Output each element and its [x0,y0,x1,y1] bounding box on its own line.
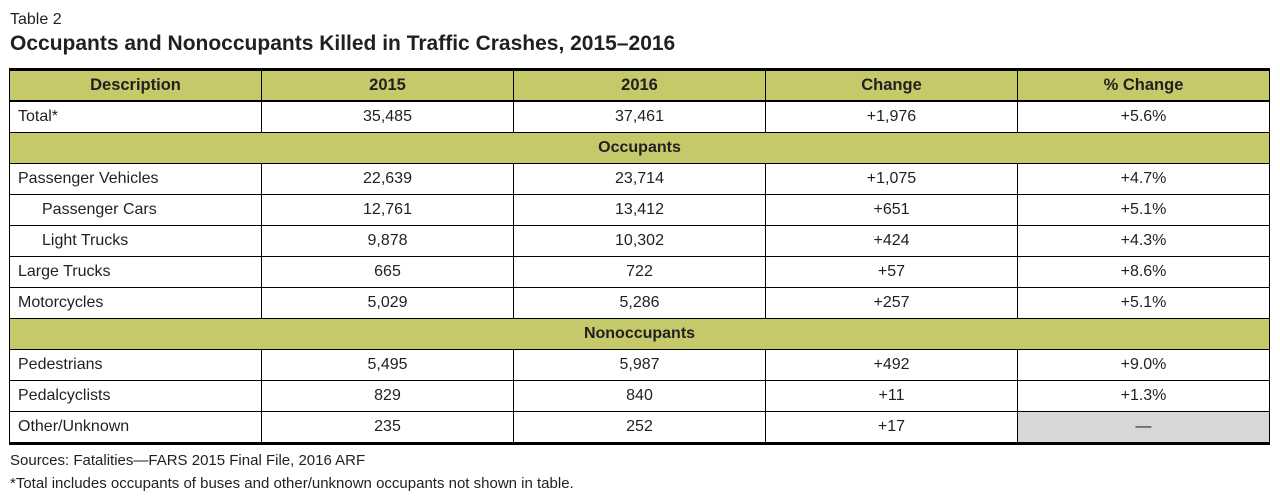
row-value: +1,976 [765,100,1018,133]
row-value: 35,485 [261,100,514,133]
table-row: Passenger Vehicles 22,639 23,714 +1,075 +4.7… [9,163,1270,195]
row-value: +11 [765,380,1018,412]
row-value: 12,761 [261,194,514,226]
column-header: % Change [1017,68,1270,102]
row-description: Passenger Cars [9,194,262,226]
sources-note: Sources: Fatalities—FARS 2015 Final File… [10,452,366,469]
table-row: Pedestrians 5,495 5,987 +492 +9.0% [9,349,1270,381]
row-value: +4.3% [1017,225,1270,257]
section-label: Occupants [9,132,1270,164]
row-value: 665 [261,256,514,288]
row-value: +9.0% [1017,349,1270,381]
row-description: Large Trucks [9,256,262,288]
row-value: 22,639 [261,163,514,195]
table-footnote: *Total includes occupants of buses and o… [10,475,574,492]
row-value: 10,302 [513,225,766,257]
row-value: 722 [513,256,766,288]
fatalities-table: Description 2015 2016 Change% Change Total*… [9,68,1270,445]
row-description: Pedalcyclists [9,380,262,412]
table-header: Description 2015 2016 Change% Change [9,68,1270,102]
row-value: +1,075 [765,163,1018,195]
row-value: +5.1% [1017,194,1270,226]
table-row: Large Trucks 665 722 +57 +8.6% [9,256,1270,288]
section-row: Nonoccupants [9,318,1270,350]
row-value: +651 [765,194,1018,226]
table-row: Total* 35,485 37,461 +1,976 +5.6% [9,100,1270,133]
section-row: Occupants [9,132,1270,164]
row-description: Other/Unknown [9,411,262,445]
row-value: +57 [765,256,1018,288]
row-value: +492 [765,349,1018,381]
row-value: 235 [261,411,514,445]
row-value: 5,029 [261,287,514,319]
section-label: Nonoccupants [9,318,1270,350]
row-value: 9,878 [261,225,514,257]
column-header: 2016 [513,68,766,102]
row-value: — [1017,411,1270,445]
table-body: Total* 35,485 37,461 +1,976 +5.6% Occupants Pa… [9,100,1270,445]
row-value: +257 [765,287,1018,319]
row-value: +5.1% [1017,287,1270,319]
row-description: Total* [9,100,262,133]
row-value: +5.6% [1017,100,1270,133]
row-value: +8.6% [1017,256,1270,288]
table-row: Light Trucks 9,878 10,302 +424 +4.3% [9,225,1270,257]
row-value: 840 [513,380,766,412]
row-value: +424 [765,225,1018,257]
column-header: 2015 [261,68,514,102]
row-value: +1.3% [1017,380,1270,412]
row-description: Pedestrians [9,349,262,381]
row-value: 5,286 [513,287,766,319]
row-value: 13,412 [513,194,766,226]
header-row: Description 2015 2016 Change% Change [9,68,1270,102]
table-title: Occupants and Nonoccupants Killed in Tra… [10,32,676,55]
row-value: 5,987 [513,349,766,381]
row-value: +4.7% [1017,163,1270,195]
table-row: Passenger Cars 12,761 13,412 +651 +5.1% [9,194,1270,226]
table-row: Motorcycles 5,029 5,286 +257 +5.1% [9,287,1270,319]
column-header: Description [9,68,262,102]
table-label: Table 2 [10,11,62,28]
row-description: Motorcycles [9,287,262,319]
row-description: Light Trucks [9,225,262,257]
row-value: 37,461 [513,100,766,133]
row-value: 829 [261,380,514,412]
row-value: 252 [513,411,766,445]
row-value: 5,495 [261,349,514,381]
table-row: Other/Unknown 235 252 +17— [9,411,1270,445]
row-value: 23,714 [513,163,766,195]
row-value: +17 [765,411,1018,445]
row-description: Passenger Vehicles [9,163,262,195]
table-row: Pedalcyclists 829 840 +11 +1.3% [9,380,1270,412]
column-header: Change [765,68,1018,102]
